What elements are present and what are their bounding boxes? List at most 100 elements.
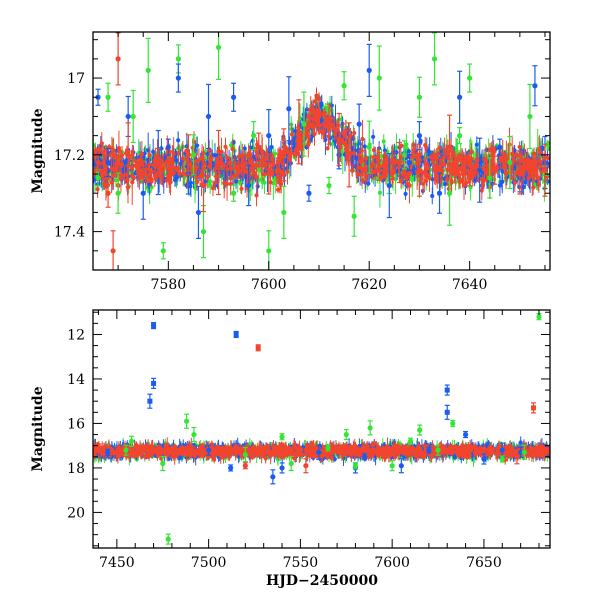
- band-point: [546, 156, 550, 161]
- band-point: [174, 158, 179, 163]
- top-blue-point: [366, 67, 372, 73]
- band-point: [195, 179, 200, 185]
- top-x-tick-label: 7640: [452, 277, 488, 293]
- band-point: [437, 146, 442, 151]
- band-point: [207, 164, 213, 170]
- band-point: [404, 175, 409, 181]
- band-point: [449, 159, 455, 165]
- band-point: [248, 158, 253, 164]
- band-point: [359, 172, 364, 177]
- top-y-tick-label: 17.2: [54, 148, 85, 164]
- top-green-point: [95, 175, 101, 181]
- band-point: [329, 116, 334, 121]
- band-point: [149, 177, 154, 182]
- top-x-tick-label: 7600: [251, 277, 287, 293]
- band-point: [159, 146, 164, 151]
- top-green-point: [231, 190, 237, 196]
- top-panel: 7580 7600 7620 7640 17 17.2 17.4 Magnitude: [30, 31, 551, 293]
- top-green-point: [215, 44, 222, 50]
- band-point: [537, 158, 542, 163]
- top-red-point: [281, 152, 287, 158]
- band-point: [469, 156, 474, 161]
- top-blue-point: [306, 190, 312, 196]
- band-point: [99, 141, 104, 146]
- band-point: [381, 169, 386, 174]
- band-point: [500, 169, 505, 174]
- top-green-point: [376, 75, 382, 81]
- band-point: [437, 164, 442, 169]
- band-point: [467, 160, 473, 165]
- band-point: [420, 181, 426, 186]
- band-point: [439, 169, 445, 174]
- band-point: [531, 151, 537, 156]
- band-point: [456, 171, 461, 176]
- top-green-point: [266, 248, 272, 254]
- band-point: [462, 159, 467, 165]
- top-blue-point: [231, 94, 237, 100]
- band-point: [377, 190, 383, 195]
- band-point: [188, 180, 194, 185]
- top-blue-point: [406, 159, 412, 166]
- band-point: [531, 169, 536, 174]
- band-point: [147, 153, 152, 158]
- band-point: [357, 152, 362, 158]
- top-point-bands: [93, 87, 550, 208]
- band-point: [194, 164, 199, 170]
- top-blue-point: [105, 159, 111, 166]
- band-point: [289, 122, 294, 127]
- top-red-point: [236, 167, 242, 173]
- top-red-point: [361, 167, 367, 173]
- band-point: [161, 165, 166, 170]
- top-green-point: [527, 113, 533, 120]
- band-point: [360, 178, 365, 183]
- band-point: [164, 178, 169, 183]
- top-red-point: [155, 159, 161, 166]
- bottom-point-bands: [93, 436, 550, 467]
- top-green-point: [301, 121, 307, 127]
- band-point: [537, 146, 542, 151]
- band-point: [176, 138, 181, 143]
- band-point: [330, 122, 336, 127]
- top-green-point: [145, 67, 151, 73]
- band-point: [252, 170, 257, 175]
- band-point: [195, 143, 200, 148]
- band-point: [431, 159, 436, 164]
- band-point: [398, 178, 404, 183]
- band-point: [289, 132, 294, 137]
- top-red-point: [346, 152, 352, 158]
- band-point: [442, 148, 447, 153]
- top-green-point: [175, 56, 181, 62]
- top-red-point: [492, 167, 498, 173]
- top-green-point: [160, 248, 166, 254]
- band-point: [517, 144, 522, 150]
- band-point: [360, 136, 365, 142]
- band-point: [149, 169, 154, 174]
- band-point: [169, 159, 174, 164]
- band-point: [171, 170, 176, 176]
- top-blue-point: [436, 190, 443, 196]
- band-point: [236, 154, 241, 159]
- top-red-point: [95, 159, 101, 166]
- top-blue-point: [266, 133, 272, 139]
- top-green-point: [281, 209, 287, 216]
- band-point: [97, 147, 102, 152]
- top-red-point: [110, 248, 116, 254]
- band-point: [275, 187, 281, 192]
- top-x-tick-label: 7580: [151, 277, 187, 293]
- band-point: [428, 155, 434, 160]
- band-point: [230, 147, 235, 152]
- band-point: [232, 173, 237, 178]
- band-point: [248, 153, 253, 158]
- band-point: [499, 179, 505, 185]
- band-point: [382, 148, 388, 153]
- top-green-point: [351, 213, 357, 219]
- top-green-point: [507, 159, 513, 166]
- band-point: [228, 143, 234, 148]
- band-point: [523, 180, 528, 185]
- band-point: [180, 156, 185, 161]
- band-point: [300, 147, 305, 152]
- band-point: [351, 151, 357, 156]
- band-point: [320, 112, 326, 117]
- top-red-point: [140, 171, 146, 177]
- top-green-point: [446, 190, 453, 196]
